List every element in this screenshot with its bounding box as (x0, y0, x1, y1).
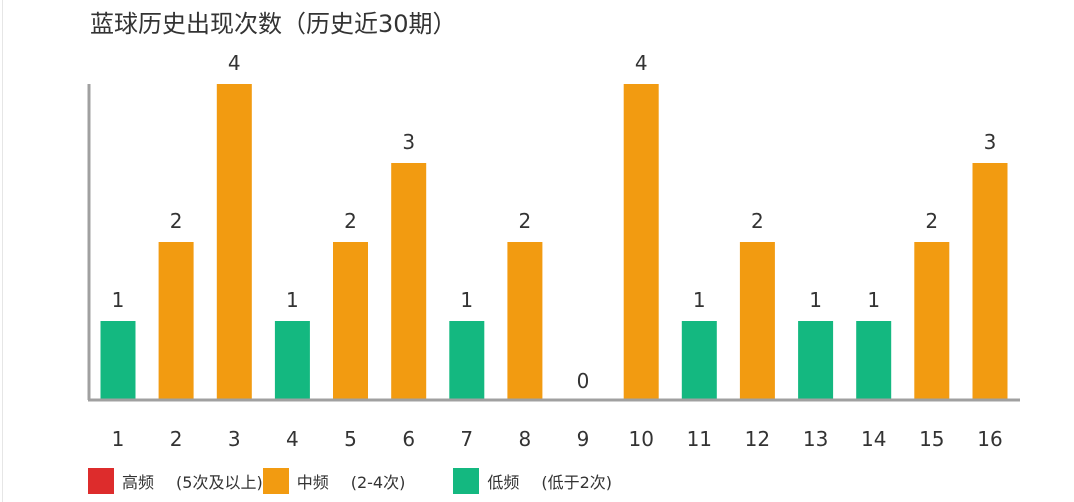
x-tick-label-4: 4 (286, 427, 299, 451)
x-tick-label-5: 5 (344, 427, 357, 451)
value-label-15: 2 (925, 209, 938, 233)
page-left-border (2, 0, 3, 502)
value-label-2: 2 (170, 209, 183, 233)
x-tick-label-1: 1 (112, 427, 125, 451)
x-tick-label-2: 2 (170, 427, 183, 451)
value-label-3: 4 (228, 51, 241, 75)
bar-3 (216, 84, 252, 400)
x-tick-label-13: 13 (803, 427, 828, 451)
value-label-6: 3 (402, 130, 415, 154)
value-label-13: 1 (809, 288, 822, 312)
chart-legend: 高频 (5次及以上) 中频 (2-4次) 低频 (低于2次) (88, 466, 612, 496)
legend-item-high: 高频 (5次及以上) (88, 468, 263, 494)
x-tick-label-3: 3 (228, 427, 241, 451)
legend-range-mid: (2-4次) (350, 473, 406, 492)
value-label-7: 1 (460, 288, 473, 312)
bar-8 (507, 242, 543, 400)
legend-swatch-mid (262, 468, 289, 494)
value-label-1: 1 (112, 288, 125, 312)
value-labels-layer: 1 2 4 1 2 3 1 2 0 4 1 2 1 1 2 3 (112, 51, 997, 393)
value-label-10: 4 (635, 51, 648, 75)
bar-7 (449, 321, 485, 400)
bar-13 (798, 321, 834, 400)
x-tick-label-15: 15 (919, 427, 944, 451)
legend-label-high: 高频 (122, 473, 155, 492)
value-label-14: 1 (867, 288, 880, 312)
bar-2 (158, 242, 194, 400)
value-label-4: 1 (286, 288, 299, 312)
legend-item-mid: 中频 (2-4次) (262, 468, 406, 494)
bar-10 (623, 84, 659, 400)
value-label-9: 0 (577, 369, 590, 393)
value-label-12: 2 (751, 209, 764, 233)
x-tick-label-11: 11 (687, 427, 712, 451)
bars-layer (100, 84, 1008, 400)
x-tick-label-12: 12 (745, 427, 770, 451)
x-tick-label-8: 8 (519, 427, 532, 451)
bar-11 (681, 321, 717, 400)
bar-12 (739, 242, 775, 400)
value-label-11: 1 (693, 288, 706, 312)
legend-item-low: 低频 (低于2次) (453, 468, 612, 494)
legend-range-high: (5次及以上) (176, 473, 263, 492)
value-label-16: 3 (984, 130, 997, 154)
x-tick-label-6: 6 (402, 427, 415, 451)
bar-5 (333, 242, 368, 400)
bar-15 (914, 242, 950, 400)
legend-label-mid: 中频 (296, 473, 329, 492)
x-tick-label-10: 10 (628, 427, 653, 451)
value-label-5: 2 (344, 209, 357, 233)
x-tick-labels: 1 2 3 4 5 6 7 8 9 10 11 12 13 14 15 16 (112, 427, 1003, 451)
bar-4 (274, 321, 310, 400)
legend-swatch-high (88, 468, 114, 494)
x-tick-label-7: 7 (460, 427, 473, 451)
bar-6 (391, 163, 427, 400)
legend-range-low: (低于2次) (541, 473, 613, 492)
legend-swatch-low (453, 468, 480, 494)
bar-14 (856, 321, 892, 400)
x-tick-label-9: 9 (577, 427, 590, 451)
bar-16 (972, 163, 1008, 400)
legend-label-low: 低频 (487, 473, 520, 492)
chart-title: 蓝球历史出现次数（历史近30期） (90, 10, 457, 38)
value-label-8: 2 (519, 209, 532, 233)
x-tick-label-16: 16 (977, 427, 1002, 451)
bar-1 (100, 321, 136, 400)
x-tick-label-14: 14 (861, 427, 886, 451)
